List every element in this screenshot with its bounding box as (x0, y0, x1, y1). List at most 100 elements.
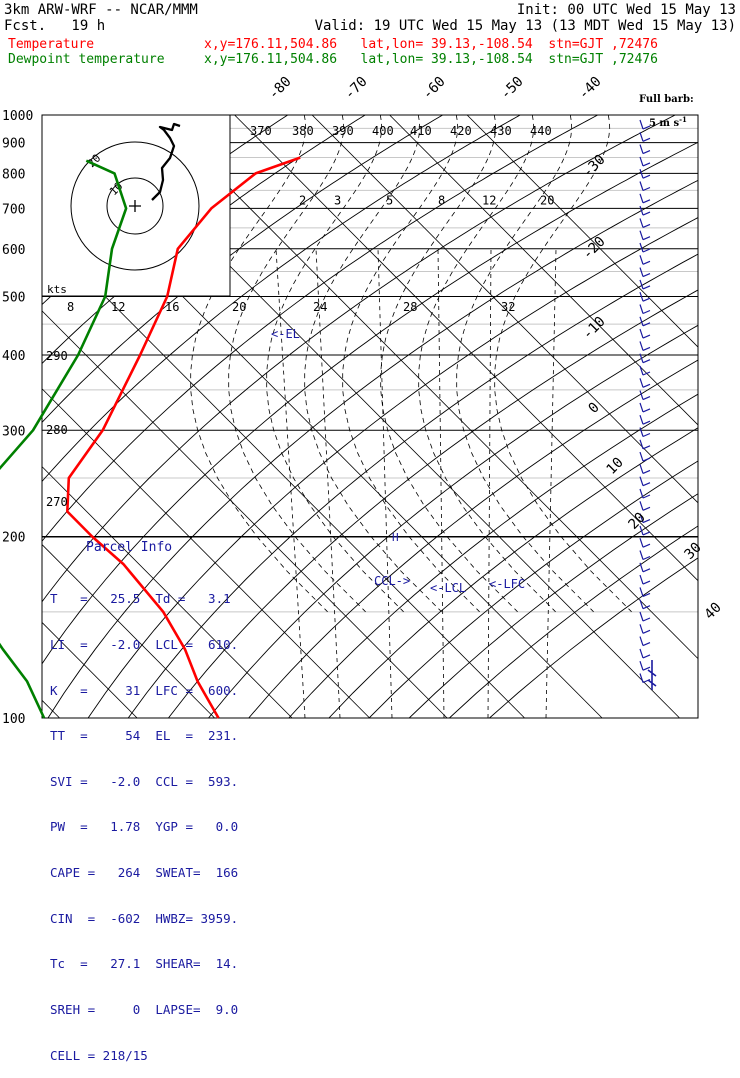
dry-adiabat (289, 115, 740, 718)
isotherm-label: -70 (342, 74, 371, 103)
isotherm-label: -10 (580, 314, 609, 343)
hodograph-speed-label: 20 (232, 300, 246, 314)
pressure-tick-label: 200 (2, 530, 25, 545)
mixing-ratio-line (488, 249, 491, 718)
wind-barb (640, 501, 650, 510)
wind-barb (640, 440, 650, 449)
theta-label: 370 (250, 124, 272, 138)
wind-barb (640, 366, 650, 375)
wind-barb (640, 132, 650, 141)
barb-note: Full barb: 5 m s-1 (632, 85, 694, 129)
wind-barb (640, 415, 650, 424)
parcel-row: SREH = 0 LAPSE= 9.0 (50, 1002, 238, 1017)
isotherm-label: -20 (580, 234, 609, 263)
wind-barb (640, 255, 650, 264)
parcel-marker: CCL-> (374, 574, 410, 588)
theta-label: 380 (292, 124, 314, 138)
theta-label: 420 (450, 124, 472, 138)
init-time: Init: 00 UTC Wed 15 May 13 (517, 3, 736, 18)
isotherm (390, 115, 698, 425)
hodograph-speed-label: 16 (165, 300, 179, 314)
mixing-ratio-line (378, 249, 392, 718)
wind-barb (640, 329, 650, 338)
theta-label: 270 (46, 495, 68, 509)
wind-barb (640, 305, 650, 314)
wind-barb (640, 341, 650, 350)
isotherm-label: -40 (576, 74, 605, 103)
temperature-location: x,y=176.11,504.86 lat,lon= 39.13,-108.54… (204, 37, 658, 52)
pressure-tick-label: 100 (2, 712, 25, 727)
wind-barb (640, 464, 650, 473)
mixing-ratio-label: 2 (299, 193, 306, 207)
wind-barb (640, 182, 650, 191)
theta-label: 280 (46, 423, 68, 437)
isotherm-label: 0 (586, 400, 603, 417)
parcel-row: PW = 1.78 YGP = 0.0 (50, 819, 238, 834)
pressure-tick-label: 300 (2, 424, 25, 439)
dry-adiabat (409, 115, 740, 718)
wind-barb (640, 206, 650, 215)
mixing-ratio-label: 12 (482, 193, 496, 207)
parcel-row: LI = -2.0 LCL = 610. (50, 637, 238, 652)
hodograph-speed-label: 12 (111, 300, 125, 314)
valid-time: Valid: 19 UTC Wed 15 May 13 (13 MDT Wed … (315, 19, 736, 34)
dry-adiabat (168, 115, 740, 718)
hodograph-unit-label: kts (47, 283, 67, 296)
parcel-info-title: Parcel Info (86, 540, 172, 555)
mixing-ratio-label: 8 (438, 193, 445, 207)
dewpoint-location: x,y=176.11,504.86 lat,lon= 39.13,-108.54… (204, 52, 658, 67)
wind-barb (640, 600, 650, 609)
wind-barb (640, 157, 650, 166)
parcel-row: CIN = -602 HWBZ= 3959. (50, 911, 238, 926)
wind-barb (640, 268, 650, 277)
parcel-row: CAPE = 264 SWEAT= 166 (50, 865, 238, 880)
wind-barb (640, 575, 650, 584)
parcel-info-table: T = 25.5 Td = 3.1 LI = -2.0 LCL = 610. K… (50, 561, 238, 1078)
wind-barb (640, 403, 650, 412)
parcel-markers: CCL-><-LCL<-LFC<-ELH (271, 327, 656, 690)
wind-barb (640, 194, 650, 203)
forecast-hour: Fcst. 19 h (4, 19, 105, 34)
theta-label: 390 (332, 124, 354, 138)
wind-barb (640, 661, 650, 670)
dewpoint-legend: Dewpoint temperature (8, 52, 165, 67)
hodograph-speed-label: 28 (403, 300, 417, 314)
wind-barb (640, 378, 650, 387)
parcel-row: CELL = 218/15 (50, 1048, 238, 1063)
parcel-marker: <-LFC (489, 577, 525, 591)
pressure-tick-label: 1000 (2, 109, 33, 124)
isotherm-label: -30 (580, 152, 609, 181)
mixing-ratio-label: 3 (334, 193, 341, 207)
parcel-row: TT = 54 EL = 231. (50, 728, 238, 743)
parcel-row: K = 31 LFC = 600. (50, 683, 238, 698)
theta-label: 430 (490, 124, 512, 138)
wind-barb (640, 624, 650, 633)
model-title: 3km ARW-WRF -- NCAR/MMM (4, 3, 198, 18)
parcel-h-marker: H (392, 531, 399, 544)
hodograph-speed-label: 24 (313, 300, 327, 314)
wind-barb (640, 551, 650, 560)
isotherm-label: -60 (420, 74, 449, 103)
parcel-row: SVI = -2.0 CCL = 593. (50, 774, 238, 789)
isotherm-label: 40 (702, 600, 725, 623)
pressure-tick-label: 500 (2, 291, 25, 306)
theta-label: 410 (410, 124, 432, 138)
isotherm-label: -80 (266, 74, 295, 103)
mixing-ratio-label: 5 (386, 193, 393, 207)
temperature-legend: Temperature (8, 37, 94, 52)
wind-barb (640, 538, 650, 547)
isotherm-label: 20 (626, 510, 649, 533)
mixing-ratio-line (546, 249, 556, 718)
wind-barb (640, 649, 650, 658)
dry-adiabat (490, 115, 740, 718)
theta-label: 400 (372, 124, 394, 138)
wind-barb (640, 231, 650, 240)
surface-barb-marker (648, 660, 656, 690)
pressure-tick-label: 600 (2, 243, 25, 258)
wind-barb (640, 612, 650, 621)
theta-label: 290 (46, 349, 68, 363)
theta-label: 440 (530, 124, 552, 138)
wind-barbs (640, 120, 650, 683)
isotherm-label: 10 (604, 455, 627, 478)
pressure-tick-label: 800 (2, 167, 25, 182)
